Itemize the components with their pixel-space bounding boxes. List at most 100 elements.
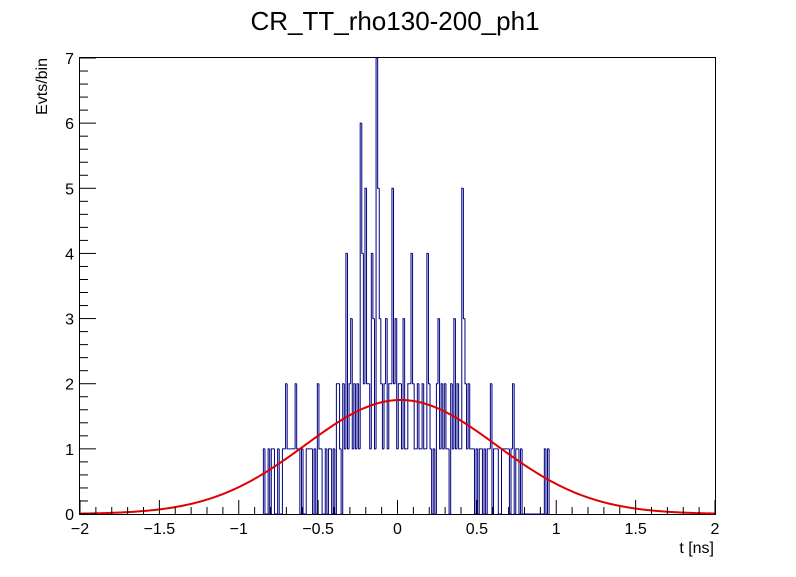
hist-bin-49	[340, 448, 343, 515]
hist-bin-45	[334, 448, 337, 515]
hist-bin-156	[510, 448, 513, 514]
hist-bin-68	[370, 252, 373, 449]
hist-bin-91	[407, 383, 410, 449]
hist-bin-75	[381, 383, 385, 450]
hist-bin-51	[343, 383, 346, 450]
y-tick-label: 0	[65, 507, 74, 524]
hist-bin-72	[377, 58, 380, 189]
hist-bin-37	[321, 448, 324, 515]
hist-bin-33	[315, 448, 318, 515]
hist-bin-111	[439, 318, 442, 450]
hist-bin-5	[270, 448, 273, 514]
hist-bin-112	[440, 383, 443, 449]
x-tick-label: −0.5	[302, 521, 334, 538]
hist-bin-133	[473, 448, 477, 515]
hist-bin-35	[318, 383, 321, 450]
x-tick-label: 0	[393, 521, 402, 538]
hist-bin-163	[521, 448, 524, 515]
hist-bin-43	[331, 448, 334, 515]
hist-bin-3	[267, 448, 270, 514]
hist-bin-21	[296, 383, 299, 450]
y-tick-label: 7	[65, 51, 74, 68]
hist-bin-73	[378, 188, 381, 320]
hist-bin-57	[353, 383, 356, 449]
x-tick-label: −1	[230, 521, 248, 538]
y-tick-label: 1	[65, 442, 74, 459]
hist-bin-7	[273, 448, 277, 515]
hist-bin-127	[464, 318, 467, 385]
hist-bin-55	[350, 318, 353, 384]
hist-bin-110	[437, 318, 440, 384]
hist-bin-125	[461, 187, 464, 449]
gaussian-fit-series	[79, 398, 716, 515]
x-tick-label: 0.5	[466, 521, 488, 538]
hist-bin-115	[445, 383, 448, 450]
y-tick-label: 2	[65, 377, 74, 394]
hist-bin-179	[547, 448, 550, 514]
hist-bin-98	[418, 383, 421, 450]
hist-bin-82	[393, 188, 396, 385]
x-tick-label: −2	[71, 521, 89, 538]
y-tick-label: 5	[65, 181, 74, 198]
hist-bin-126	[462, 188, 465, 320]
hist-bin-178	[545, 448, 548, 515]
hist-bin-62	[361, 123, 364, 254]
hist-bin-9	[277, 448, 280, 514]
hist-bin-56	[351, 318, 354, 450]
hist-bin-41	[327, 448, 331, 514]
hist-bin-74	[380, 318, 383, 385]
hist-bin-97	[416, 383, 419, 449]
hist-bin-34	[316, 383, 319, 514]
hist-bin-95	[413, 383, 416, 450]
hist-bin-177	[543, 448, 546, 514]
hist-bin-77	[385, 318, 388, 384]
hist-bin-12	[281, 448, 284, 514]
hist-bin-130	[469, 383, 472, 450]
hist-bin-139	[483, 448, 486, 514]
hist-bin-118	[450, 383, 453, 514]
hist-bin-113	[442, 383, 445, 450]
hist-bin-105	[429, 383, 432, 450]
hist-bin-128	[466, 383, 469, 450]
hist-bin-60	[358, 383, 361, 450]
hist-bin-15	[286, 383, 289, 450]
hist-bin-0	[262, 448, 265, 514]
hist-bin-10	[278, 448, 281, 515]
hist-bin-89	[404, 318, 407, 450]
plot-frame	[79, 57, 716, 515]
hist-bin-123	[458, 383, 461, 450]
y-axis: 0 1 2 3 4 5 6 7	[65, 51, 96, 524]
x-axis-title: t [ns]	[679, 540, 714, 557]
hist-bin-52	[345, 252, 348, 449]
hist-bin-148	[497, 448, 500, 515]
chart-title: CR_TT_rho130-200_ph1	[250, 6, 539, 36]
hist-bin-48	[339, 383, 342, 450]
hist-bin-104	[427, 253, 431, 385]
hist-bin-159	[515, 448, 518, 514]
hist-bin-31	[312, 448, 315, 515]
hist-bin-140	[485, 448, 488, 515]
hist-bin-143	[489, 383, 492, 449]
hist-bin-50	[342, 383, 345, 514]
x-tick-label: 2	[711, 521, 720, 538]
hist-bin-145	[493, 448, 496, 514]
hist-bin-150	[500, 448, 504, 514]
hist-bin-44	[332, 448, 335, 514]
hist-bin-122	[456, 383, 459, 449]
y-tick-label: 3	[65, 312, 74, 329]
hist-bin-40	[326, 448, 329, 515]
hist-bin-20	[294, 383, 297, 449]
hist-bin-71	[375, 57, 378, 449]
hist-bin-106	[431, 448, 434, 515]
x-tick-label: 1.5	[625, 521, 647, 538]
hist-bin-25	[302, 448, 305, 515]
hist-bin-76	[383, 383, 386, 449]
hist-bin-83	[394, 318, 397, 384]
hist-bin-54	[348, 383, 351, 449]
hist-bin-88	[402, 318, 405, 449]
hist-bin-27	[305, 448, 308, 514]
hist-bin-136	[478, 448, 481, 514]
hist-bin-103	[426, 252, 429, 449]
x-tick-label: −1.5	[144, 521, 176, 538]
